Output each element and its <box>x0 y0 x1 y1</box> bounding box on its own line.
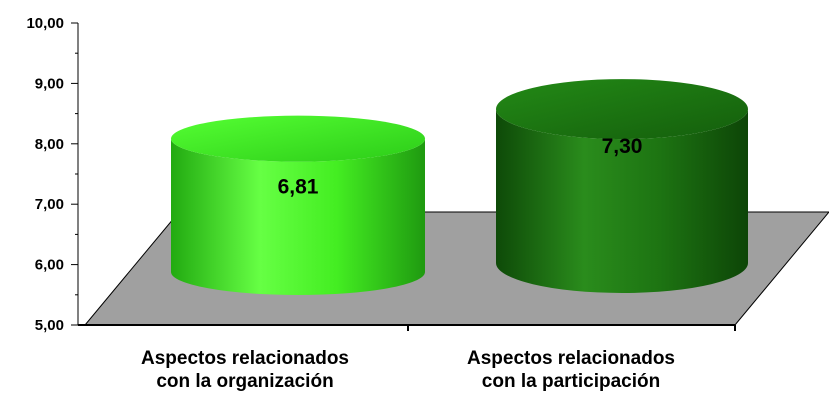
category-label-line: Aspectos relacionados <box>141 348 349 369</box>
data-label: 7,30 <box>602 135 643 158</box>
category-label-line: con la organización <box>156 371 333 392</box>
bar-top <box>496 79 748 140</box>
bar-series: 6,81 7,30 <box>171 79 748 295</box>
category-label: Aspectos relacionados con la organizació… <box>141 348 349 392</box>
bar-body <box>496 109 748 293</box>
category-label-line: Aspectos relacionados <box>467 348 675 369</box>
y-tick-label: 9,00 <box>35 75 64 92</box>
category-label: Aspectos relacionados con la participaci… <box>467 348 675 392</box>
category-label-line: con la participación <box>482 371 660 392</box>
bar-cylinder: 6,81 <box>171 115 425 295</box>
bar-top <box>171 115 425 162</box>
y-tick-label: 5,00 <box>35 317 64 334</box>
data-label: 6,81 <box>278 176 319 199</box>
y-axis-ticks: 5,00 6,00 7,00 8,00 9,00 10,00 <box>26 15 78 334</box>
y-tick-label: 7,00 <box>35 196 64 213</box>
y-tick-label: 8,00 <box>35 136 64 153</box>
y-tick-label: 10,00 <box>26 15 64 32</box>
bar-cylinder: 7,30 <box>496 79 748 293</box>
bar-body <box>171 138 425 295</box>
y-tick-label: 6,00 <box>35 257 64 274</box>
